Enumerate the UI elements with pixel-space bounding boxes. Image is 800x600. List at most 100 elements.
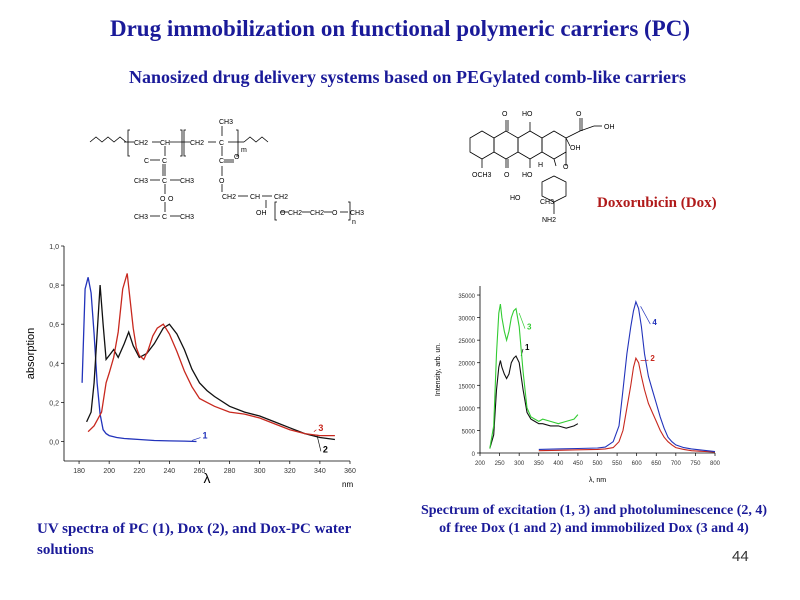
series-label-2: 2: [650, 354, 655, 363]
svg-text:CH3: CH3: [180, 214, 194, 221]
x-tick-label: 550: [612, 461, 623, 467]
x-tick-label: 200: [103, 468, 115, 475]
x-tick-label: 320: [284, 468, 296, 475]
svg-text:C: C: [162, 158, 167, 165]
svg-text:C: C: [219, 140, 224, 147]
svg-text:OCH3: OCH3: [472, 172, 492, 179]
x-tick-label: 650: [651, 461, 662, 467]
y-tick-label: 10000: [458, 407, 475, 413]
svg-text:HO: HO: [522, 172, 533, 179]
slide-title: Drug immobilization on functional polyme…: [109, 16, 691, 41]
series-line-2: [86, 285, 335, 441]
y-tick-label: 30000: [458, 317, 475, 323]
x-tick-label: 300: [254, 468, 266, 475]
x-axis-title: λ, nm: [589, 477, 606, 484]
x-tick-label: 400: [553, 461, 564, 467]
series-line-2: [538, 356, 716, 453]
svg-text:HO: HO: [510, 195, 521, 202]
svg-text:C: C: [162, 178, 167, 185]
x-tick-label: 600: [632, 461, 643, 467]
x-tick-label: 450: [573, 461, 584, 467]
series-label-leader-2: [316, 434, 322, 452]
series-line-3: [87, 273, 335, 437]
y-tick-label: 20000: [458, 362, 475, 368]
x-axis-title: λ: [204, 470, 211, 486]
svg-text:CH2: CH2: [222, 194, 236, 201]
y-axis-title: Intensity, arb. un.: [435, 343, 442, 396]
doxorubicin-label: Doxorubicin (Dox): [597, 195, 717, 211]
svg-text:n: n: [352, 219, 356, 226]
svg-text:C: C: [144, 158, 149, 165]
svg-text:H: H: [538, 162, 543, 169]
page-number: 44: [732, 548, 749, 565]
x-tick-label: 360: [344, 468, 356, 475]
y-tick-label: 0: [472, 452, 476, 458]
series-label-leader-4: [640, 306, 651, 325]
y-tick-label: 1,0: [49, 244, 59, 251]
y-tick-label: 0,2: [49, 400, 59, 407]
x-tick-label: 340: [314, 468, 326, 475]
svg-text:CH: CH: [250, 194, 260, 201]
x-tick-label: 300: [514, 461, 525, 467]
svg-text:O: O: [234, 154, 240, 161]
photoluminescence-caption: Spectrum of excitation (1, 3) and photol…: [420, 503, 768, 536]
svg-text:C: C: [162, 214, 167, 221]
x-tick-label: 220: [133, 468, 145, 475]
photoluminescence-chart: 200 250 300 350 400 450 500 550 600 650 700 750 800 0…: [435, 286, 721, 484]
series-label-4: 4: [652, 318, 657, 327]
series-label-leader-1: [191, 437, 201, 441]
svg-text:O: O: [280, 210, 286, 217]
series-line-1: [489, 355, 579, 449]
doxorubicin-structure-drawing: O HO O OH OH OCH3 O HO H O HO CH3 NH2: [469, 111, 615, 224]
svg-text:CH2: CH2: [288, 210, 302, 217]
x-tick-label: 350: [534, 461, 545, 467]
series-label-3: 3: [318, 423, 323, 433]
svg-text:O: O: [502, 111, 508, 118]
uv-spectra-caption: UV spectra of PC (1), Dox (2), and Dox-P…: [37, 521, 351, 558]
svg-text:O: O: [576, 111, 582, 118]
svg-text:OH: OH: [570, 145, 581, 152]
uv-absorption-chart: 180 200 220 240 260 280 300 320 340 360 0,0 0,2 0,4 0…: [25, 244, 356, 489]
svg-text:O: O: [168, 196, 174, 203]
slide-subtitle: Nanosized drug delivery systems based on…: [129, 67, 686, 87]
svg-text:CH2: CH2: [310, 210, 324, 217]
x-tick-label: 200: [475, 461, 486, 467]
series-line-3: [489, 304, 579, 449]
svg-text:O: O: [504, 172, 510, 179]
svg-text:OH: OH: [256, 210, 267, 217]
svg-text:CH2: CH2: [134, 140, 148, 147]
svg-text:CH2: CH2: [274, 194, 288, 201]
svg-text:CH3: CH3: [219, 119, 233, 126]
x-tick-label: 700: [671, 461, 682, 467]
series-label-1: 1: [202, 431, 207, 441]
y-tick-label: 15000: [458, 384, 475, 390]
series-label-2: 2: [323, 444, 328, 454]
x-axis-unit: nm: [342, 480, 353, 489]
x-tick-label: 500: [592, 461, 603, 467]
svg-text:CH3: CH3: [134, 214, 148, 221]
series-label-leader-3: [518, 312, 526, 329]
svg-text:CH3: CH3: [540, 199, 554, 206]
y-tick-label: 25000: [458, 339, 475, 345]
x-tick-label: 800: [710, 461, 721, 467]
y-tick-label: 5000: [462, 429, 476, 435]
y-tick-label: 0,4: [49, 361, 59, 368]
svg-text:CH3: CH3: [350, 210, 364, 217]
svg-text:O: O: [219, 178, 225, 185]
svg-text:O: O: [332, 210, 338, 217]
svg-text:NH2: NH2: [542, 217, 556, 224]
svg-text:CH2: CH2: [190, 140, 204, 147]
svg-text:HO: HO: [522, 111, 533, 118]
svg-text:OH: OH: [604, 124, 615, 131]
y-tick-label: 0,0: [49, 439, 59, 446]
svg-text:m: m: [241, 147, 247, 154]
x-tick-label: 280: [224, 468, 236, 475]
y-tick-label: 0,6: [49, 322, 59, 329]
svg-text:C: C: [219, 158, 224, 165]
series-label-1: 1: [525, 343, 530, 352]
svg-text:CH3: CH3: [134, 178, 148, 185]
svg-text:CH: CH: [160, 140, 170, 147]
x-tick-label: 180: [73, 468, 85, 475]
x-tick-label: 750: [690, 461, 701, 467]
series-label-3: 3: [527, 323, 532, 332]
